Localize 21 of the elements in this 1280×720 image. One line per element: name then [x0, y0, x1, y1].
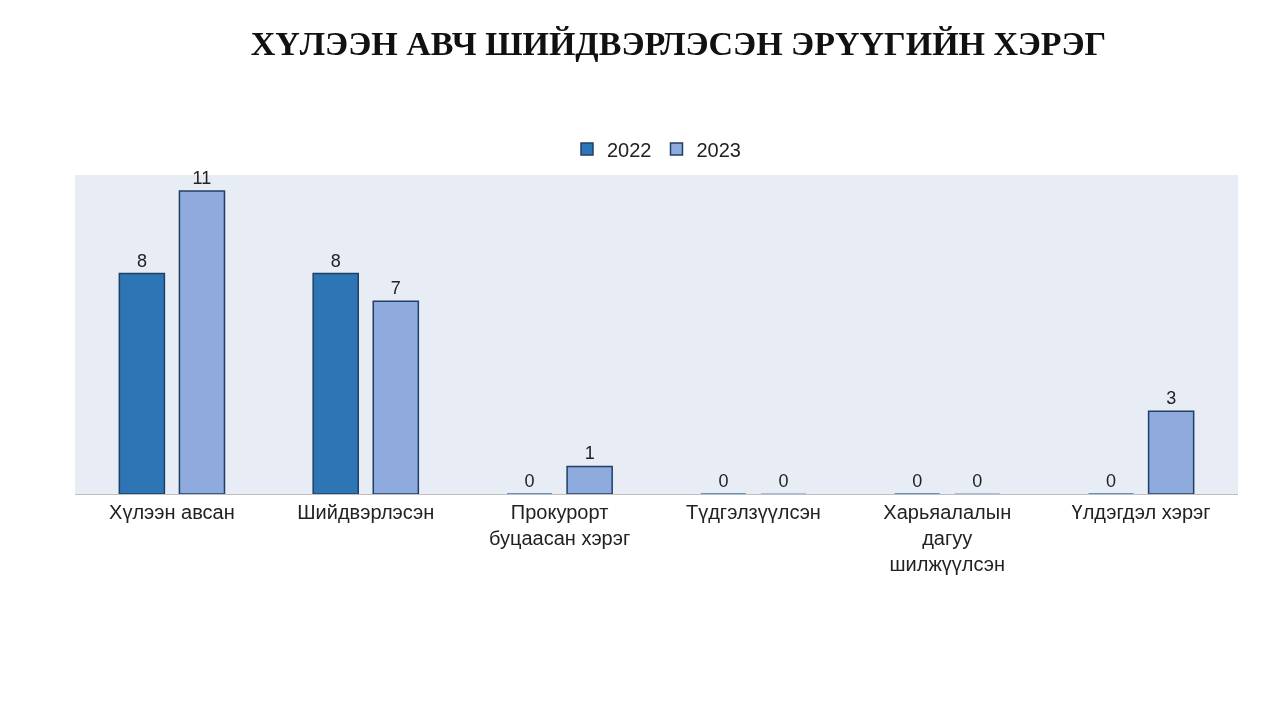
x-tick-label: Харьяалалын дагуу шилжүүлсэн	[883, 501, 1012, 575]
data-label: 0	[778, 471, 789, 491]
data-label: 0	[912, 471, 923, 491]
data-label: 8	[330, 250, 341, 271]
x-tick-label: Прокурорт буцаасан хэрэг	[488, 501, 631, 549]
data-label: 11	[192, 167, 212, 188]
x-tick-label: Шийдвэрлэсэн	[297, 501, 435, 523]
data-label: 0	[718, 471, 729, 491]
chart-title: ХҮЛЭЭН АВЧ ШИЙДВЭРЛЭСЭН ЭРҮҮГИЙН ХЭРЭГ	[250, 25, 1107, 63]
legend-label: 2022	[607, 138, 652, 161]
data-label: 8	[136, 250, 147, 271]
legend-label: 2023	[696, 138, 741, 161]
x-tick-label: Хүлээн авсан	[109, 501, 235, 523]
data-label: 0	[1106, 471, 1117, 491]
data-label: 0	[972, 471, 983, 491]
x-tick-label: Түдгэлзүүлсэн	[685, 501, 821, 523]
data-label: 7	[390, 278, 401, 299]
data-label: 3	[1166, 388, 1177, 409]
data-label: 0	[524, 471, 535, 491]
x-tick-label: Үлдэгдэл хэрэг	[1071, 501, 1211, 523]
data-label: 1	[584, 443, 595, 464]
